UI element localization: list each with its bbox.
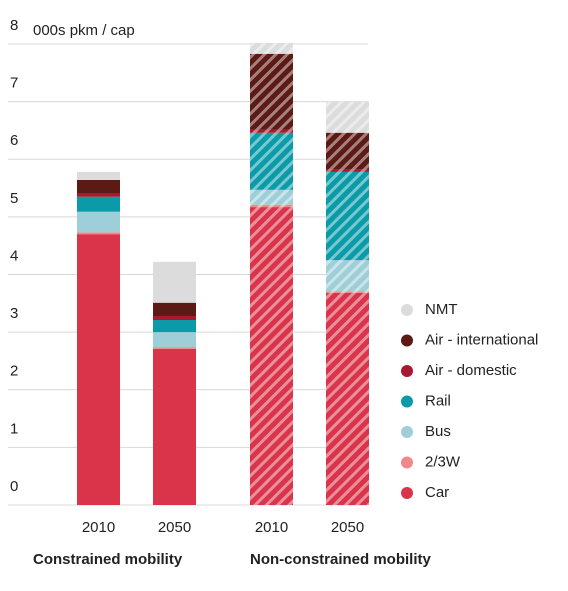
y-tick-label: 0 — [10, 478, 18, 495]
y-tick-label: 4 — [10, 247, 18, 264]
bar-segment — [153, 261, 196, 303]
legend-label: Air - international — [425, 331, 538, 348]
bar-segment — [77, 232, 120, 235]
x-tick-label: 2010 — [82, 519, 115, 536]
legend-label: 2/3W — [425, 453, 461, 470]
hatch-overlay — [326, 291, 369, 293]
hatch-overlay — [326, 171, 369, 261]
hatch-overlay — [250, 53, 293, 130]
x-tick-label: 2010 — [255, 519, 288, 536]
y-tick-label: 3 — [10, 305, 18, 322]
y-tick-label: 1 — [10, 420, 18, 437]
legend-swatch — [401, 487, 413, 499]
bar-segment — [77, 211, 120, 233]
y-tick-label: 7 — [10, 75, 18, 92]
bar-segment — [153, 315, 196, 321]
y-tick-label: 2 — [10, 363, 18, 380]
bar-segment — [153, 348, 196, 505]
bar-segment — [77, 234, 120, 505]
bar-segment — [77, 196, 120, 212]
hatch-overlay — [250, 207, 293, 506]
hatch-overlay — [326, 292, 369, 505]
legend-label: Air - domestic — [425, 362, 517, 379]
hatch-overlay — [250, 132, 293, 190]
legend-swatch — [401, 334, 413, 347]
bar-segment — [77, 193, 120, 197]
hatch-overlay — [250, 204, 293, 208]
hatch-overlay — [326, 169, 369, 172]
bar-segment — [77, 179, 120, 194]
legend-swatch — [401, 426, 413, 438]
y-tick-label: 6 — [10, 132, 18, 149]
legend-label: Rail — [425, 392, 451, 409]
legend-swatch — [401, 304, 413, 316]
bar-segment — [153, 347, 196, 349]
legend-swatch — [401, 365, 413, 377]
bar-segment — [153, 302, 196, 316]
x-tick-label: 2050 — [331, 519, 364, 536]
legend-swatch — [401, 395, 413, 408]
bar-segment — [77, 171, 120, 180]
legend-label: Bus — [425, 423, 451, 440]
y-tick-label: 5 — [10, 190, 18, 207]
bar-segment — [153, 332, 196, 348]
hatch-overlay — [250, 129, 293, 133]
legend-label: Car — [425, 484, 449, 501]
group-label: Constrained mobility — [33, 551, 183, 568]
hatch-overlay — [250, 189, 293, 205]
hatch-overlay — [326, 101, 369, 133]
legend-label: NMT — [425, 301, 458, 318]
legend-swatch — [401, 456, 413, 469]
y-tick-label: 8 — [10, 17, 18, 34]
x-tick-label: 2050 — [158, 519, 191, 536]
hatch-overlay — [326, 260, 369, 292]
y-axis-title: 000s pkm / cap — [33, 22, 135, 39]
hatch-overlay — [250, 42, 293, 54]
hatch-overlay — [326, 132, 369, 170]
group-label: Non-constrained mobility — [250, 551, 432, 568]
bar-segment — [153, 320, 196, 333]
